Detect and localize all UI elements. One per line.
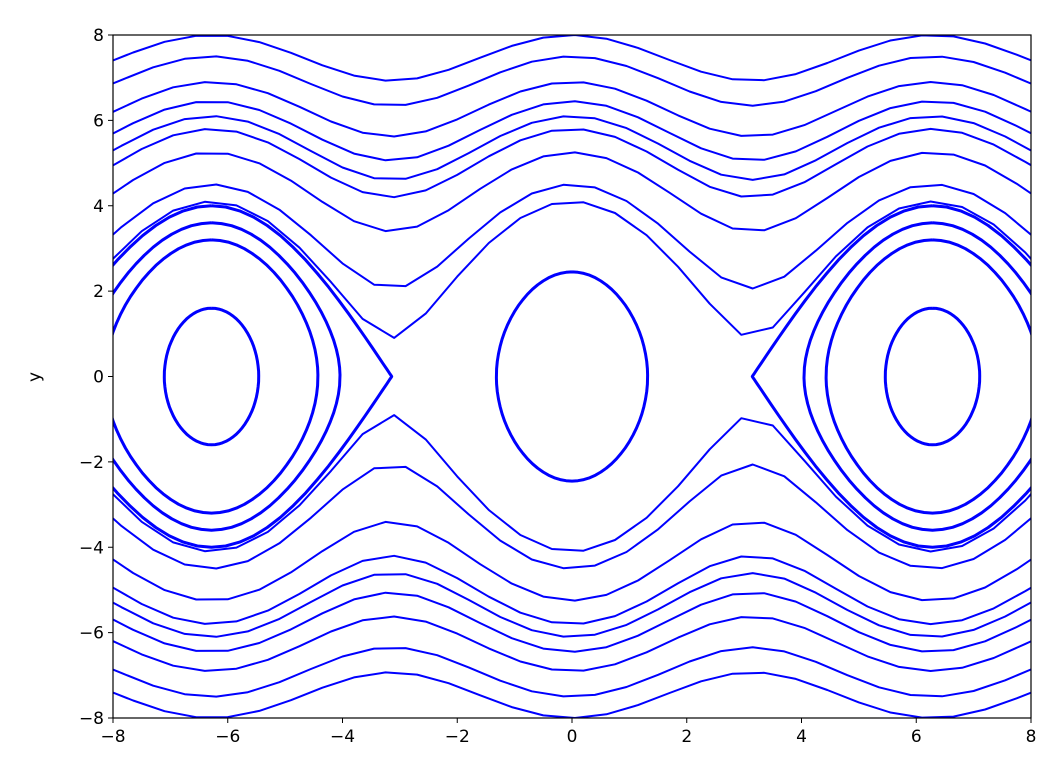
closed-orbit-2: [113, 221, 342, 532]
open-trajectory-15: [113, 615, 1031, 672]
x-tick-label: 2: [681, 727, 692, 747]
open-trajectory-12: [113, 554, 1031, 626]
open-trajectory-16: [113, 646, 1031, 698]
closed-orbit-7: [802, 221, 1031, 532]
open-trajectory-8: [113, 35, 1031, 82]
open-trajectory-2: [113, 151, 1031, 233]
open-trajectory-10: [113, 463, 1031, 570]
closed-orbit-1: [113, 238, 320, 515]
x-tick-label: 0: [567, 727, 578, 747]
y-tick-label: 0: [93, 368, 104, 388]
open-trajectory-4: [113, 115, 1031, 181]
x-tick-label: −8: [100, 727, 125, 747]
x-tick-label: 4: [796, 727, 807, 747]
x-tick-label: −6: [215, 727, 240, 747]
x-tick-label: −4: [330, 727, 355, 747]
closed-orbit-5: [883, 306, 982, 447]
open-trajectory-0: [113, 200, 1031, 339]
y-tick-label: 2: [93, 282, 104, 302]
y-tick-label: 8: [93, 26, 104, 46]
y-tick-label: −8: [79, 709, 104, 729]
y-tick-label: 4: [93, 197, 104, 217]
open-trajectory-1: [113, 183, 1031, 290]
open-trajectory-11: [113, 520, 1031, 602]
y-tick-label: −2: [79, 453, 104, 473]
open-trajectory-5: [113, 100, 1031, 162]
open-trajectory-14: [113, 591, 1031, 653]
y-axis-label: y: [25, 372, 45, 382]
x-tick-label: −2: [445, 727, 470, 747]
open-trajectory-9: [113, 414, 1031, 553]
x-axis-label: x: [567, 775, 577, 780]
x-tick-label: 8: [1026, 727, 1037, 747]
open-trajectory-7: [113, 55, 1031, 107]
open-trajectory-17: [113, 671, 1031, 718]
closed-orbit-0: [162, 306, 261, 447]
y-tick-label: −4: [79, 538, 104, 558]
open-trajectory-6: [113, 81, 1031, 138]
closed-orbit-8: [750, 204, 1031, 549]
closed-orbit-6: [824, 238, 1031, 515]
y-tick-label: −6: [79, 624, 104, 644]
x-tick-label: 6: [911, 727, 922, 747]
open-trajectory-13: [113, 572, 1031, 638]
closed-orbit-3: [113, 204, 394, 549]
open-trajectory-3: [113, 127, 1031, 199]
y-tick-label: 6: [93, 111, 104, 131]
closed-orbit-4: [494, 270, 650, 483]
